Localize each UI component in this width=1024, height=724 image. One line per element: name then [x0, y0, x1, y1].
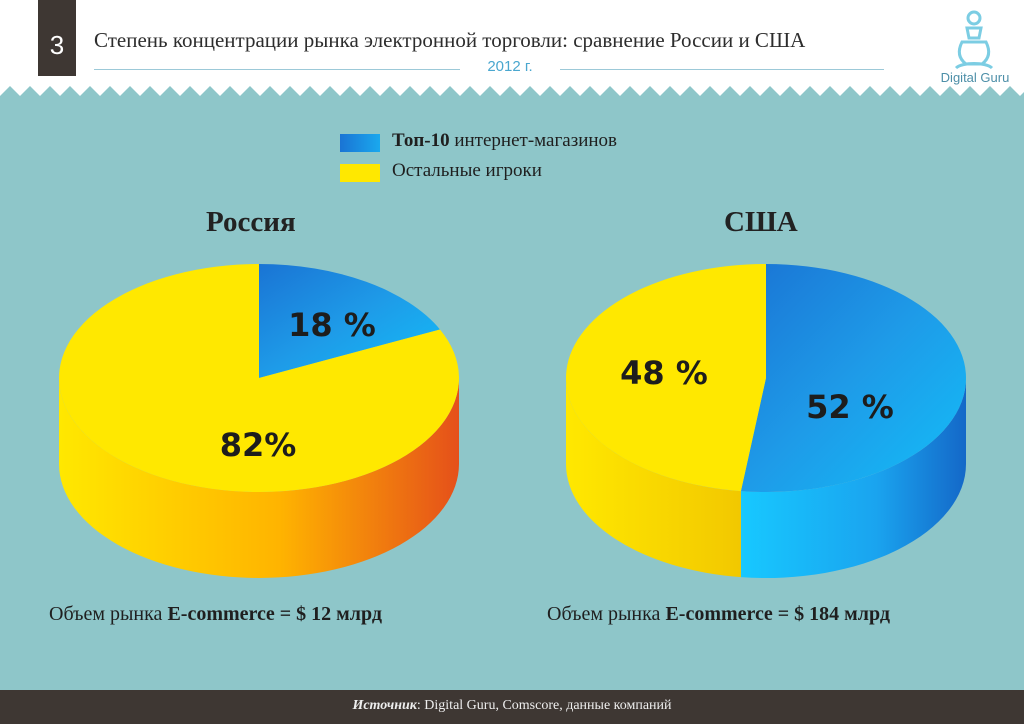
year-label: 2012 г.	[460, 58, 560, 75]
slice-label-usa-1: 48 %	[620, 354, 708, 392]
pie-slice-usa-1	[565, 264, 766, 492]
chart-title-russia: Россия	[206, 206, 296, 238]
slide-number-badge: 3	[38, 0, 76, 76]
volume-value-russia: E-commerce = $ 12 млрд	[167, 603, 382, 625]
market-volume-usa: Объем рынка E-commerce = $ 184 млрд	[547, 603, 890, 626]
pie-side-russia-1	[59, 378, 459, 578]
pie-slice-russia-0	[259, 264, 440, 378]
volume-value-usa: E-commerce = $ 184 млрд	[665, 603, 890, 625]
pie-side-usa-1	[566, 378, 741, 578]
slice-label-russia-1: 82%	[220, 426, 297, 464]
slice-label-russia-0: 18 %	[288, 306, 376, 344]
pie-side-usa-0	[740, 378, 966, 578]
slide-number: 3	[49, 30, 65, 60]
legend-swatch-top10	[340, 134, 380, 152]
legend-label-bold: Топ-10	[392, 130, 450, 151]
legend-swatch-others	[340, 164, 380, 182]
legend-label-top10: интернет-магазинов	[449, 130, 618, 151]
zigzag-divider	[0, 86, 1024, 114]
legend-label-others: Остальные игроки	[392, 160, 542, 181]
footer-label: Источник	[352, 698, 417, 713]
market-volume-russia: Объем рынка E-commerce = $ 12 млрд	[49, 603, 382, 626]
chart-title-usa: США	[724, 206, 798, 238]
volume-prefix-usa: Объем рынка	[547, 603, 666, 625]
slice-label-usa-0: 52 %	[806, 388, 894, 426]
meditating-guru-icon	[954, 10, 994, 70]
logo-text: Digital Guru	[940, 70, 1010, 85]
page-title: Степень концентрации рынка электронной т…	[94, 28, 806, 52]
pie-slice-usa-0	[740, 264, 966, 492]
volume-prefix-russia: Объем рынка	[49, 603, 168, 625]
pie-slice-russia-1	[58, 264, 460, 492]
footer-text: : Digital Guru, Comscore, данные компани…	[416, 698, 672, 713]
footer: Источник: Digital Guru, Comscore, данные…	[0, 690, 1024, 724]
